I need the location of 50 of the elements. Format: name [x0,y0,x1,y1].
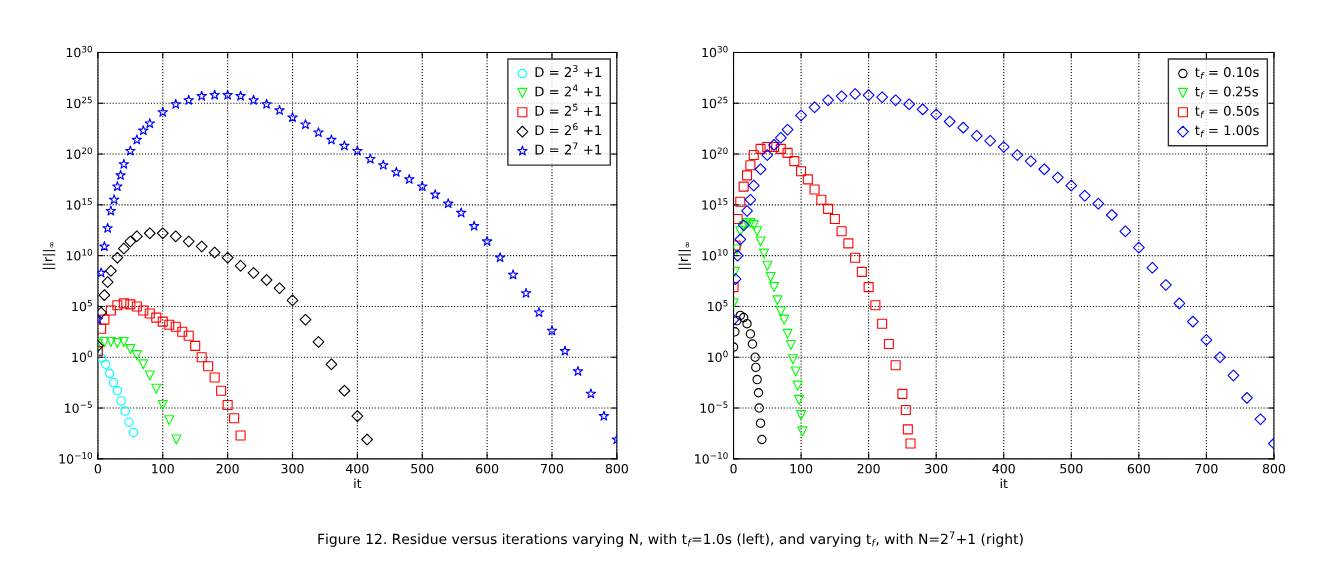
legend-label: t$_{f}$ = 1.00s [1195,125,1259,138]
x-tick-label: 200 [216,463,239,474]
legend-label: D = 2$^{5}$ +1 [535,103,602,116]
y-tick-label: 10$^{15}$ [702,198,728,210]
x-tick-label: 100 [790,463,813,474]
x-tick-label: 100 [152,463,174,474]
x-tick-label: 0 [730,463,737,474]
y-tick-label: 10$^{15}$ [66,198,92,210]
y-axis-title: ||r||$_{∞}$ [42,242,56,269]
y-tick-label: 10$^{10}$ [702,249,728,261]
x-tick-label: 400 [346,463,369,474]
y-tick-label: 10$^{20}$ [66,147,92,159]
y-tick-label: 10$^{20}$ [702,147,728,159]
y-tick-label: 10$^{−5}$ [65,401,92,413]
legend-label: t$_{f}$ = 0.25s [1195,86,1259,99]
x-tick-label: 600 [1127,463,1150,474]
legend-label: t$_{f}$ = 0.10s [1195,67,1259,80]
legend-label: D = 2$^{3}$ +1 [535,65,602,77]
legend-label: D = 2$^{4}$ +1 [535,84,602,97]
x-tick-label: 800 [1262,463,1286,474]
legend-label: D = 2$^{7}$ +1 [535,142,602,155]
x-tick-label: 500 [1060,463,1083,474]
x-tick-label: 200 [857,463,880,474]
x-tick-label: 600 [476,463,499,474]
x-tick-label: 500 [411,463,434,474]
y-tick-label: 10$^{5}$ [708,299,728,312]
x-axis-title: it [354,478,362,489]
y-tick-label: 10$^{0}$ [708,350,728,363]
x-tick-label: 0 [94,463,102,474]
x-tick-label: 800 [605,463,628,474]
y-tick-label: 10$^{−10}$ [695,452,728,464]
caption: Figure 12. Residue versus iterations varying N, with t$_{f}$=1.0s (left), and varying t$_{f}$, with N=2$^{7}$+1 (right) [318,531,1023,547]
x-tick-label: 700 [541,463,564,474]
legend-label: D = 2$^{6}$ +1 [535,123,602,136]
y-tick-label: 10$^{0}$ [72,350,93,363]
y-tick-label: 10$^{10}$ [66,249,92,261]
x-tick-label: 700 [1195,463,1218,474]
y-tick-label: 10$^{25}$ [702,96,728,109]
x-tick-label: 300 [925,463,948,474]
y-tick-label: 10$^{25}$ [66,96,92,109]
x-tick-label: 400 [992,463,1015,474]
y-tick-label: 10$^{−5}$ [700,401,728,413]
y-tick-label: 10$^{5}$ [72,299,92,312]
legend-label: t$_{f}$ = 0.50s [1195,105,1259,118]
x-axis-title: it [1000,478,1008,489]
y-tick-label: 10$^{30}$ [66,45,92,58]
x-tick-label: 300 [281,463,304,474]
y-axis-title: ||r||$_{∞}$ [678,242,691,269]
y-tick-label: 10$^{30}$ [702,45,728,58]
y-tick-label: 10$^{−10}$ [59,452,93,464]
